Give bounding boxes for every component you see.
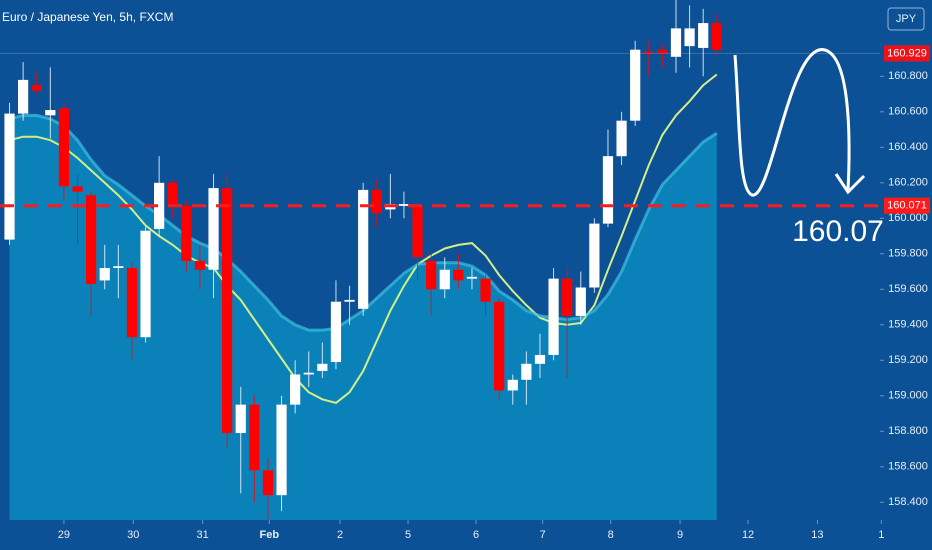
candle-body (398, 204, 410, 206)
y-tick-label: 159.400 (888, 319, 928, 331)
candle-body (167, 182, 178, 205)
y-tick-label: 160.000 (888, 212, 928, 224)
candle-body (140, 230, 151, 338)
x-tick-label: 7 (540, 529, 546, 541)
candle-body (521, 363, 532, 380)
x-tick-label: 6 (473, 529, 479, 541)
candle-body (4, 113, 15, 240)
candle-body (602, 156, 614, 224)
candle-body (276, 404, 287, 496)
area (9, 115, 717, 521)
candle-body (480, 278, 491, 302)
candle-body (358, 189, 369, 309)
x-tick-label: 1 (878, 529, 884, 541)
candle-body (344, 299, 355, 302)
candle-body (616, 120, 627, 157)
y-tick-label: 158.600 (888, 461, 928, 473)
candle-body (58, 108, 70, 187)
candle-body (181, 205, 192, 261)
arrow-head (834, 173, 866, 195)
candle-body (698, 23, 709, 48)
candle-body (562, 278, 573, 316)
x-tick-label: 29 (58, 529, 70, 541)
candle-body (303, 372, 314, 375)
y-tick-label: 158.400 (888, 496, 928, 508)
candle-body (31, 85, 42, 91)
candle-body (208, 188, 219, 270)
candle-body (290, 374, 301, 405)
x-tick-label: 30 (127, 529, 139, 541)
candle-body (371, 189, 382, 213)
y-tick-label: 160.800 (888, 70, 928, 82)
candle-body (330, 301, 342, 363)
candle-body (670, 28, 682, 57)
y-tick-label: 160.600 (888, 106, 928, 118)
x-tick-label: 8 (608, 529, 614, 541)
y-tick-label: 159.200 (888, 354, 928, 366)
y-tick-label: 158.800 (888, 425, 928, 437)
candle-body (630, 49, 641, 121)
candle-body (72, 186, 83, 192)
candle-body (262, 470, 274, 496)
candle-body (235, 404, 246, 434)
candle-body (657, 49, 668, 54)
candle-body (548, 278, 559, 355)
candle-body (643, 51, 654, 54)
candle-body (575, 287, 586, 316)
y-tick-label: 159.000 (888, 390, 928, 402)
y-tick-label: 160.200 (888, 177, 928, 189)
candle-body (494, 301, 505, 391)
candle-body (466, 276, 478, 279)
candle-body (412, 205, 423, 258)
candle-body (589, 223, 600, 288)
candle-body (453, 269, 464, 281)
candle-body (194, 260, 206, 270)
x-tick-label: 31 (197, 529, 209, 541)
last-price-label: 160.929 (887, 47, 927, 59)
x-tick-label: Feb (260, 529, 280, 541)
candle-body (249, 404, 260, 471)
y-tick-label: 159.800 (888, 248, 928, 260)
candle-body (507, 379, 518, 391)
y-tick-label: 159.600 (888, 283, 928, 295)
x-tick-label: 9 (677, 529, 683, 541)
candle-body (439, 269, 450, 290)
candle-body (684, 28, 695, 47)
forecast-arrow (733, 48, 851, 197)
plot-area (0, 0, 880, 521)
candle-body (45, 110, 56, 116)
x-tick-label: 2 (337, 529, 343, 541)
candle-body (18, 79, 29, 114)
y-tick-label: 160.400 (888, 141, 928, 153)
candle-body (534, 354, 546, 364)
last-price-box (884, 45, 930, 62)
candle-body (426, 260, 437, 290)
x-tick-label: 13 (811, 529, 823, 541)
candle-body (711, 23, 722, 50)
x-tick-label: 5 (405, 529, 411, 541)
candle-body (86, 195, 97, 284)
currency-box[interactable] (887, 7, 925, 31)
chart-title: Euro / Japanese Yen, 5h, FXCM (2, 10, 173, 24)
candle-body (113, 266, 124, 268)
candle-body (126, 267, 138, 338)
x-tick-label: 12 (742, 529, 754, 541)
candle-body (222, 188, 233, 434)
candle-body (99, 267, 110, 281)
annotation: 160.07 (792, 215, 884, 248)
currency-label[interactable]: JPY (896, 13, 917, 25)
candle-body (317, 363, 328, 371)
level-label: 160.071 (887, 200, 927, 212)
level-label-box (884, 197, 930, 214)
candle-body (154, 182, 165, 229)
